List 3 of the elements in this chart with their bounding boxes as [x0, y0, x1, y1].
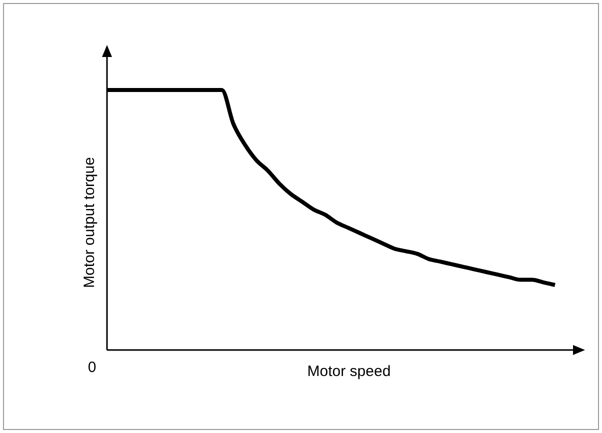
text: 0 — [88, 359, 96, 376]
x-axis-title: Motor speed — [307, 363, 391, 380]
y-axis-title: Motor output torque — [81, 157, 98, 288]
